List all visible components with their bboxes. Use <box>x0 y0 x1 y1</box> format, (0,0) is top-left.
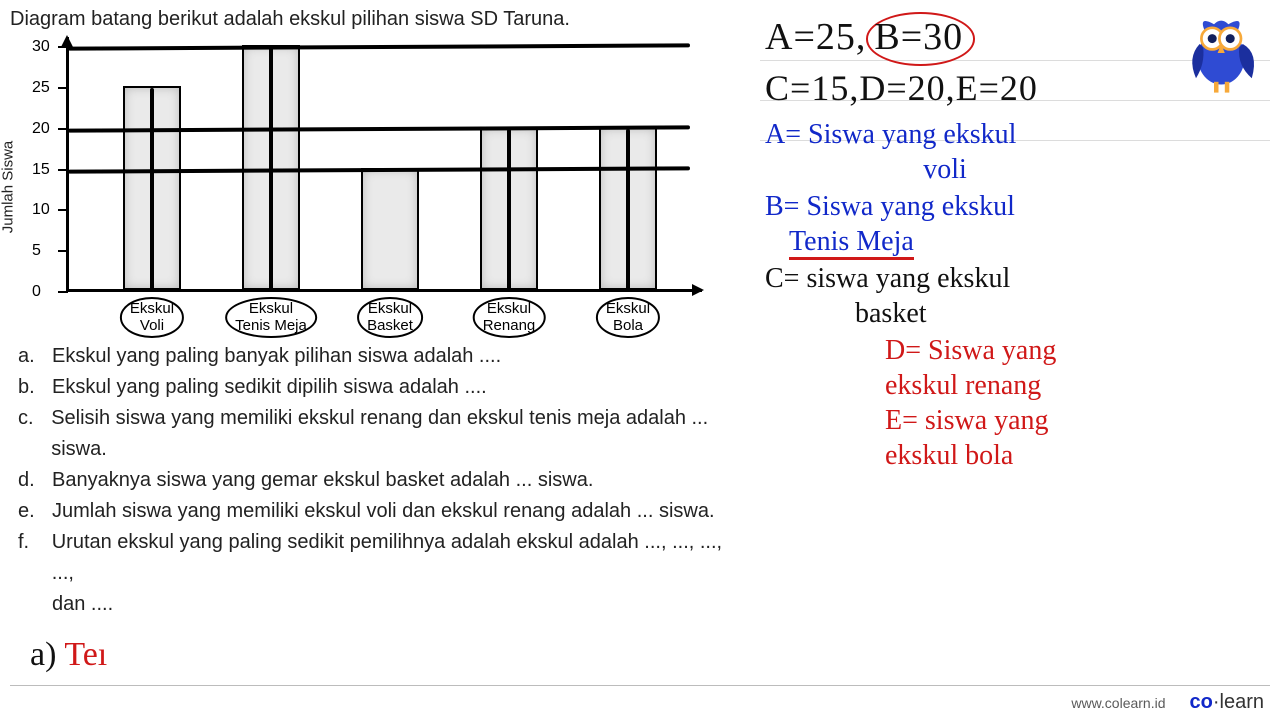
hw-line-6: Tenis Meja <box>789 226 914 260</box>
x-label: EkskulRenang <box>473 297 546 338</box>
y-tick <box>58 87 68 89</box>
question-text: Ekskul yang paling sedikit dipilih siswa… <box>52 372 487 403</box>
brand-co: co <box>1190 691 1213 713</box>
question-list: a.Ekskul yang paling banyak pilihan sisw… <box>10 341 740 620</box>
y-tick <box>58 209 68 211</box>
question-d: d.Banyaknya siswa yang gemar ekskul bask… <box>18 465 740 496</box>
hw-line-3: A= Siswa yang ekskul <box>765 117 1265 152</box>
y-tick <box>58 169 68 171</box>
hw-line-4: voli <box>765 152 1125 187</box>
y-tick-label: 25 <box>32 79 50 97</box>
question-text: dan .... <box>52 589 113 620</box>
y-tick <box>58 46 68 48</box>
y-tick <box>58 250 68 252</box>
hw-line-11: E= siswa yang <box>765 403 1265 438</box>
y-tick-label: 30 <box>32 38 50 56</box>
hw-line-9: D= Siswa yang <box>765 333 1265 368</box>
owl-mascot-icon <box>1178 8 1268 98</box>
bar <box>361 168 419 291</box>
y-tick-label: 10 <box>32 201 50 219</box>
question-c: c.Selisih siswa yang memiliki ekskul ren… <box>18 403 740 465</box>
question-text: Jumlah siswa yang memiliki ekskul voli d… <box>52 496 715 527</box>
question-b: b.Ekskul yang paling sedikit dipilih sis… <box>18 372 740 403</box>
hand-drawn-line <box>68 43 690 50</box>
question-a: a.Ekskul yang paling banyak pilihan sisw… <box>18 341 740 372</box>
y-tick <box>58 291 68 293</box>
hand-drawn-vline <box>269 47 273 292</box>
brand-learn: learn <box>1220 691 1264 713</box>
question-f-cont: dan .... <box>18 589 740 620</box>
hw-line-8: basket <box>765 296 1265 331</box>
hw-line-1a: A=25, <box>765 16 866 58</box>
hand-drawn-vline <box>626 129 630 292</box>
hw-line-12: ekskul bola <box>765 438 1265 473</box>
question-text: Ekskul yang paling banyak pilihan siswa … <box>52 341 501 372</box>
page-title: Diagram batang berikut adalah ekskul pil… <box>10 8 740 31</box>
y-tick <box>58 128 68 130</box>
question-text: Banyaknya siswa yang gemar ekskul basket… <box>52 465 593 496</box>
answer-text: Teı <box>64 636 107 673</box>
question-text: Selisih siswa yang memiliki ekskul renan… <box>51 403 740 465</box>
y-tick-label: 20 <box>32 120 50 138</box>
hw-line-10: ekskul renang <box>765 368 1265 403</box>
x-label: EkskulBasket <box>357 297 423 338</box>
y-tick-label: 5 <box>32 242 41 260</box>
footer-site: www.colearn.id <box>1071 695 1165 711</box>
question-text: Urutan ekskul yang paling sedikit pemili… <box>52 527 740 589</box>
y-axis <box>66 37 69 292</box>
hw-line-7: C= siswa yang ekskul <box>765 261 1265 296</box>
y-tick-label: 0 <box>32 283 41 301</box>
answer-prefix: a) <box>30 636 56 673</box>
hand-drawn-vline <box>507 129 511 292</box>
hw-line-1b: B=30 <box>874 16 963 58</box>
brand-dot: · <box>1213 691 1220 713</box>
question-e: e.Jumlah siswa yang memiliki ekskul voli… <box>18 496 740 527</box>
footer: www.colearn.id co·learn <box>1071 691 1264 714</box>
y-tick-label: 15 <box>32 161 50 179</box>
footer-brand: co·learn <box>1190 691 1265 714</box>
handwritten-answer-a: a) Teı <box>30 636 107 674</box>
hand-drawn-vline <box>150 88 154 292</box>
hw-line-5: B= Siswa yang ekskul <box>765 189 1265 224</box>
footer-divider <box>10 685 1270 686</box>
x-label: EkskulTenis Meja <box>225 297 317 338</box>
x-label: EkskulVoli <box>120 297 184 338</box>
y-axis-label: Jumlah Siswa <box>0 141 17 234</box>
x-label: EkskulBola <box>596 297 660 338</box>
question-f: f.Urutan ekskul yang paling sedikit pemi… <box>18 527 740 589</box>
bar-chart: Jumlah Siswa 051015202530EkskulVoliEksku… <box>20 37 720 337</box>
